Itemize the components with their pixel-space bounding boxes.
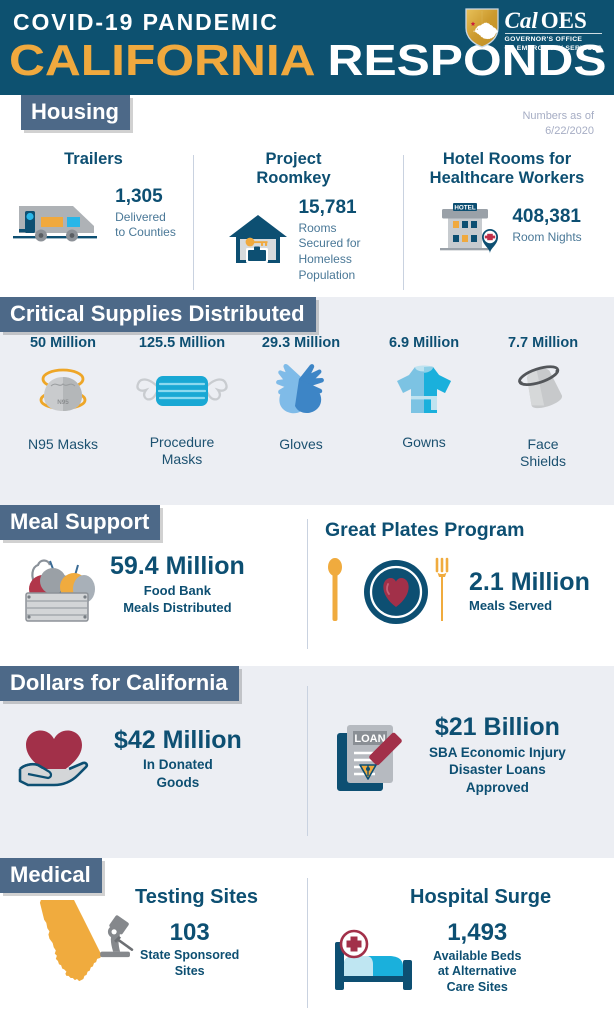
svg-text:N95: N95 [57,399,69,406]
svg-text:HOTEL: HOTEL [455,204,476,211]
svg-text:LOAN: LOAN [354,733,385,745]
